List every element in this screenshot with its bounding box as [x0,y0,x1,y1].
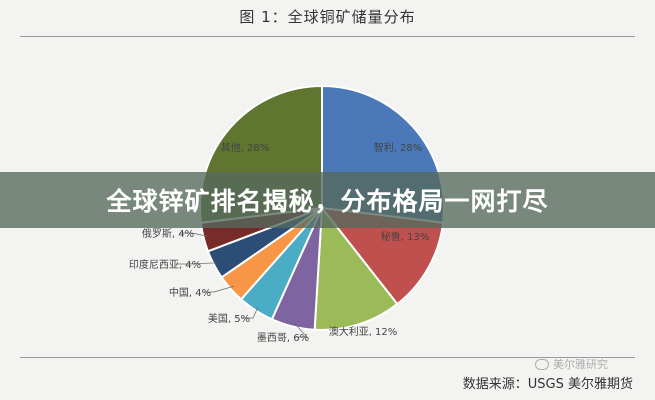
slice-label-8: 俄罗斯, 4% [142,227,194,240]
top-rule [20,36,635,37]
chart-title: 图 1：全球铜矿储量分布 [239,8,416,26]
slice-label-1: 智利, 28% [374,141,423,154]
pie-slice-3 [313,205,399,331]
leader-line-6 [202,285,234,293]
bottom-rule [20,357,635,358]
watermark-text: 美尔雅研究 [553,358,608,371]
leader-line-4 [293,322,308,338]
source-note: 数据来源：USGS 美尔雅期货 [462,377,633,392]
watermark: 美尔雅研究 [535,356,608,372]
wechat-icon [535,358,549,370]
slice-label-7: 印度尼西亚, 4% [129,258,201,271]
leader-line-5 [241,306,259,319]
slice-label-2: 秘鲁, 13% [381,230,430,243]
slice-label-9: 其他, 28% [221,141,270,154]
headline-text: 全球锌矿排名揭秘，分布格局一网打尽 [106,187,549,216]
slice-label-5: 美国, 5% [208,312,250,325]
slice-label-4: 墨西哥, 6% [257,332,309,344]
slice-label-3: 澳大利亚, 12% [329,325,398,338]
headline-banner: 全球锌矿排名揭秘，分布格局一网打尽 [0,172,655,228]
leader-line-8 [180,232,208,237]
slice-label-6: 中国, 4% [169,286,211,299]
leader-line-7 [177,262,218,265]
